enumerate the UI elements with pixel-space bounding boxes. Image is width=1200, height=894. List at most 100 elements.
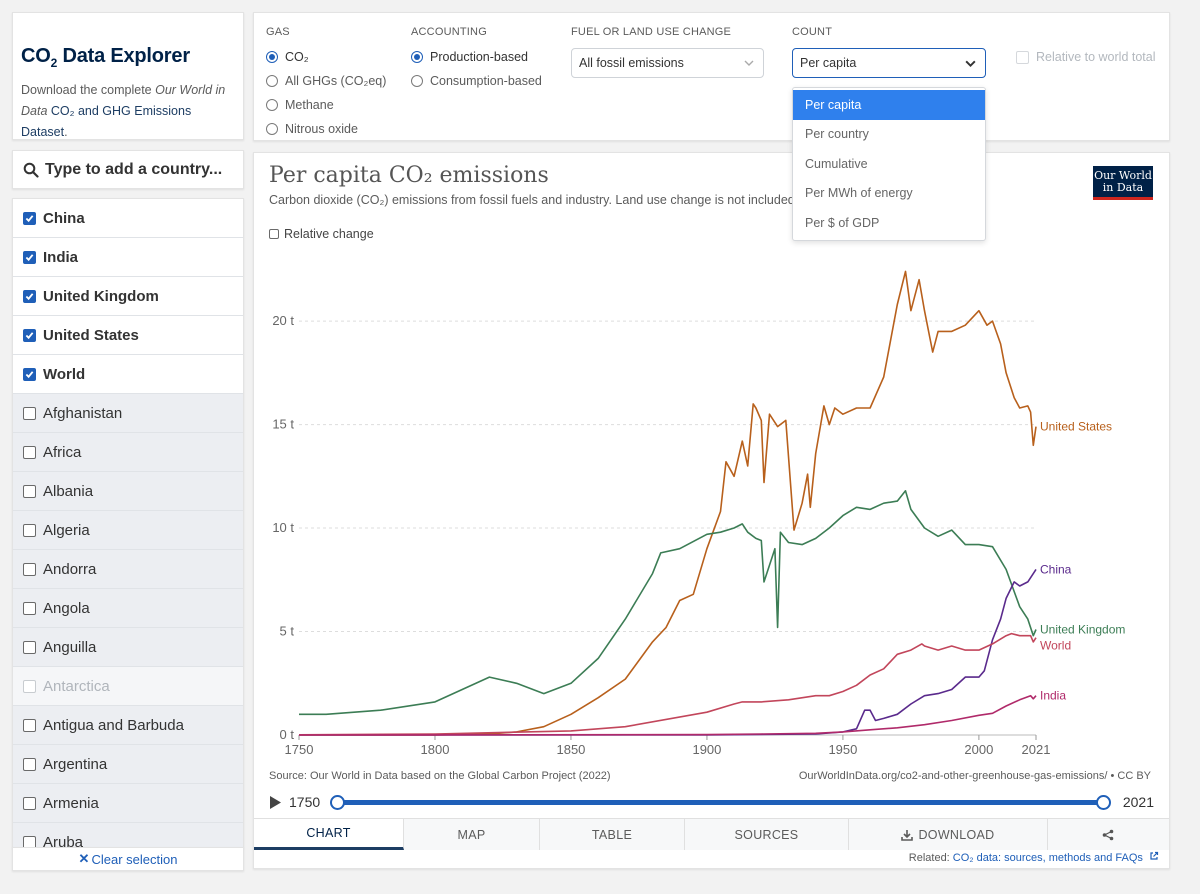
checkbox[interactable] — [23, 835, 36, 847]
count-menu-item-per-mwh-of-energy[interactable]: Per MWh of energy — [805, 186, 913, 201]
count-menu-item-per-of-gdp[interactable]: Per $ of GDP — [805, 215, 880, 230]
title-card: CO2 Data Explorer Download the complete … — [12, 12, 244, 140]
country-item-china[interactable]: China — [13, 199, 243, 238]
dataset-link[interactable]: CO₂ and GHG Emissions Dataset — [21, 104, 192, 139]
country-item-algeria[interactable]: Algeria — [13, 511, 243, 550]
checkbox[interactable] — [23, 679, 36, 693]
app-title: CO2 Data Explorer — [21, 45, 190, 70]
series-line-united-states — [299, 270, 1037, 736]
country-item-argentina[interactable]: Argentina — [13, 745, 243, 784]
country-label: India — [43, 248, 79, 266]
tab-map[interactable]: MAP — [404, 819, 540, 850]
timeline-start-handle[interactable] — [330, 795, 345, 810]
country-item-world[interactable]: World — [13, 355, 243, 394]
related-link[interactable]: CO₂ data: sources, methods and FAQs — [952, 852, 1143, 864]
owid-logo[interactable]: Our World in Data — [1093, 166, 1153, 200]
search-icon — [23, 162, 39, 178]
checkbox[interactable] — [23, 601, 36, 615]
checkbox[interactable] — [23, 406, 36, 420]
chart-source: Source: Our World in Data based on the G… — [269, 770, 611, 782]
tab-chart[interactable]: CHART — [254, 819, 404, 850]
country-list[interactable]: China India United Kingdom United States Wor… — [12, 198, 244, 848]
checkbox[interactable] — [23, 250, 36, 264]
gas-option-2[interactable]: Methane — [266, 98, 334, 112]
checkbox[interactable] — [23, 796, 36, 810]
line-chart: 0 t 5 t 10 t 15 t 20 t 1750 1800 1850 1900 1950 20… — [272, 270, 1125, 757]
chart-panel: 0 t 5 t 10 t 15 t 20 t 1750 1800 1850 1900 1950 20… — [253, 152, 1170, 869]
x-tick-label: 1750 — [285, 742, 314, 757]
radio-button[interactable] — [266, 123, 278, 135]
chevron-down-icon — [744, 60, 754, 66]
checkbox[interactable] — [23, 640, 36, 654]
country-item-albania[interactable]: Albania — [13, 472, 243, 511]
timeline[interactable]: 1750 2021 — [269, 793, 1154, 813]
chevron-down-icon — [965, 60, 976, 68]
y-tick-label: 20 t — [272, 313, 294, 328]
series-label: India — [1040, 689, 1066, 703]
gas-option-0[interactable]: CO₂ — [266, 50, 309, 64]
x-tick-label: 1950 — [828, 742, 857, 757]
radio-button[interactable] — [411, 51, 423, 63]
radio-button[interactable] — [411, 75, 423, 87]
checkbox[interactable] — [23, 211, 36, 225]
country-item-andorra[interactable]: Andorra — [13, 550, 243, 589]
relative-to-world-checkbox[interactable]: Relative to world total — [1016, 50, 1156, 64]
x-tick-label: 1900 — [692, 742, 721, 757]
country-item-antigua-and-barbuda[interactable]: Antigua and Barbuda — [13, 706, 243, 745]
tab-download[interactable]: DOWNLOAD — [849, 819, 1048, 850]
radio-button[interactable] — [266, 75, 278, 87]
checkbox[interactable] — [23, 523, 36, 537]
explorer-controls: GAS ACCOUNTING FUEL OR LAND USE CHANGE A… — [253, 12, 1170, 141]
country-item-afghanistan[interactable]: Afghanistan — [13, 394, 243, 433]
checkbox[interactable] — [23, 562, 36, 576]
count-menu-item-per-country[interactable]: Per country — [805, 127, 869, 142]
download-icon — [901, 829, 914, 841]
accounting-option-1[interactable]: Consumption-based — [411, 74, 542, 88]
checkbox[interactable] — [23, 718, 36, 732]
relative-change-checkbox[interactable]: Relative change — [269, 227, 374, 241]
country-search-input[interactable]: Type to add a country... — [12, 150, 244, 189]
chart-url[interactable]: OurWorldInData.org/co2-and-other-greenho… — [798, 770, 1151, 782]
country-label: United States — [43, 326, 139, 344]
fuel-select[interactable]: All fossil emissions — [571, 48, 764, 78]
radio-button[interactable] — [266, 51, 278, 63]
count-select[interactable]: Per capita — [792, 48, 986, 78]
series-label: World — [1040, 639, 1071, 653]
radio-button[interactable] — [266, 99, 278, 111]
country-item-india[interactable]: India — [13, 238, 243, 277]
checkbox[interactable] — [23, 445, 36, 459]
country-label: Andorra — [43, 560, 97, 578]
tab-table[interactable]: TABLE — [540, 819, 685, 850]
country-item-africa[interactable]: Africa — [13, 433, 243, 472]
country-label: Armenia — [43, 794, 99, 812]
timeline-track[interactable] — [338, 800, 1104, 805]
count-menu-item-cumulative[interactable]: Cumulative — [805, 156, 868, 171]
series-label: United States — [1040, 420, 1112, 434]
country-label: Africa — [43, 443, 82, 461]
tab-share[interactable] — [1048, 819, 1167, 850]
timeline-end-handle[interactable] — [1096, 795, 1111, 810]
checkbox[interactable] — [23, 328, 36, 342]
country-item-aruba[interactable]: Aruba — [13, 823, 243, 847]
country-item-united-kingdom[interactable]: United Kingdom — [13, 277, 243, 316]
series-label: United Kingdom — [1040, 622, 1125, 636]
country-label: Antigua and Barbuda — [43, 716, 184, 734]
tab-sources[interactable]: SOURCES — [685, 819, 849, 850]
gas-option-1[interactable]: All GHGs (CO₂eq) — [266, 74, 386, 88]
checkbox[interactable] — [23, 367, 36, 381]
country-item-angola[interactable]: Angola — [13, 589, 243, 628]
accounting-option-0[interactable]: Production-based — [411, 50, 528, 64]
checkbox[interactable] — [23, 484, 36, 498]
gas-option-3[interactable]: Nitrous oxide — [266, 122, 358, 136]
checkbox[interactable] — [23, 757, 36, 771]
clear-selection-button[interactable]: ✕ Clear selection — [12, 847, 244, 871]
play-icon[interactable] — [269, 795, 282, 810]
count-menu-item-per-capita[interactable]: Per capita — [793, 90, 985, 120]
x-tick-label: 1800 — [421, 742, 450, 757]
country-item-armenia[interactable]: Armenia — [13, 784, 243, 823]
checkbox[interactable] — [23, 289, 36, 303]
country-item-united-states[interactable]: United States — [13, 316, 243, 355]
country-item-anguilla[interactable]: Anguilla — [13, 628, 243, 667]
series-line-united-kingdom — [299, 490, 1037, 716]
series-label: China — [1040, 562, 1072, 576]
